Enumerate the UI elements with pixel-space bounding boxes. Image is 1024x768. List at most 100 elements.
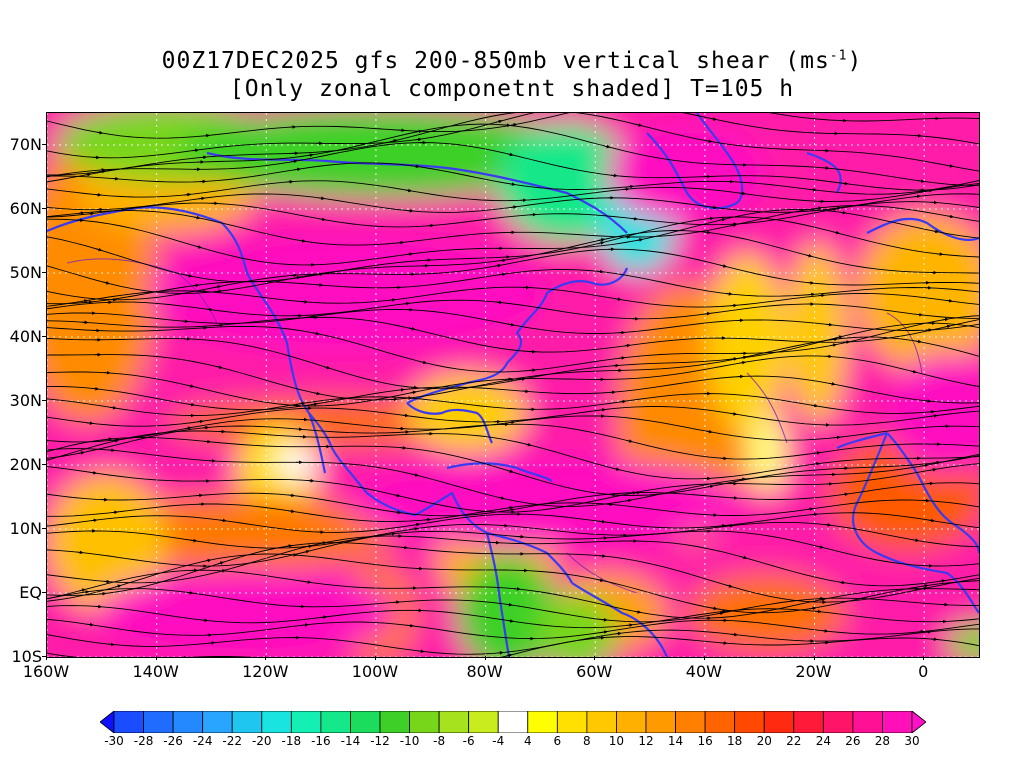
streamline-arrow (394, 510, 402, 515)
colorbar-tick-label: 8 (583, 734, 591, 748)
streamline-arrow (398, 388, 406, 392)
streamline-arrow (184, 192, 192, 197)
lon-tick-label: 120W (242, 662, 289, 681)
streamline-arrow (833, 230, 841, 235)
streamline-arrow (615, 297, 622, 301)
streamline-arrow (306, 153, 314, 157)
colorbar-swatch (852, 711, 883, 733)
streamline-arrow (826, 322, 833, 327)
streamline-arrow (634, 610, 642, 614)
streamline-arrow (719, 217, 727, 222)
streamline-arrow (390, 139, 398, 143)
streamline-arrow (86, 421, 94, 425)
colorbar-tick-label: -4 (492, 734, 505, 748)
colorbar-tick-label: 4 (523, 734, 532, 748)
streamline-arrow (704, 230, 712, 235)
streamline-arrow (946, 299, 953, 303)
colorbar-swatch (556, 711, 588, 733)
streamline-arrow (84, 172, 92, 177)
streamline-arrow (203, 133, 211, 138)
streamline-arrow (313, 331, 320, 336)
streamline-arrow (625, 498, 633, 503)
colorbar-tick-label: 22 (786, 734, 802, 748)
streamline-arrow (926, 188, 934, 193)
streamline-arrow (636, 238, 644, 242)
streamline-arrow (198, 196, 206, 201)
streamline-arrow (303, 549, 311, 554)
lat-tick (42, 528, 46, 529)
streamline-arrow (510, 205, 518, 209)
streamline-arrow (204, 439, 212, 444)
colorbar-swatch (497, 711, 529, 733)
colorbar-tick-label: -8 (433, 734, 446, 748)
colorbar-low-triangle (100, 711, 115, 733)
streamline-arrow (506, 152, 514, 157)
streamline-arrow (597, 578, 605, 582)
colorbar-swatch (675, 711, 706, 733)
streamline-arrow (717, 611, 725, 616)
colorbar-swatch (172, 711, 204, 733)
streamline-arrow (288, 509, 296, 513)
streamline-arrow (415, 137, 423, 142)
streamline-arrow (706, 429, 713, 434)
streamline-arrow (215, 289, 223, 294)
streamline-arrow (619, 399, 627, 404)
streamline-arrow (922, 463, 930, 468)
streamline-arrow (320, 615, 328, 619)
streamline-arrow (815, 206, 823, 210)
colorbar-swatch (113, 711, 144, 733)
colorbar-tick-label: -20 (251, 734, 272, 748)
streamline-arrow (304, 580, 312, 584)
lat-tick-label: 70N (9, 135, 42, 154)
colorbar-swatch (645, 711, 676, 733)
streamline (47, 216, 979, 283)
streamline-arrow (739, 477, 747, 482)
streamline-arrow (99, 591, 107, 596)
lat-tick-label: EQ (19, 583, 42, 602)
streamline-arrow (393, 493, 401, 498)
streamline-arrow (914, 194, 922, 199)
streamline-arrow (841, 492, 849, 497)
streamline-arrow (105, 437, 113, 441)
colorbar-swatch (320, 711, 351, 733)
colorbar-tick-label: 16 (697, 734, 713, 748)
streamline-arrow (90, 470, 98, 475)
lat-tick-label: 40N (9, 327, 42, 346)
colorbar-swatch (822, 711, 854, 733)
colorbar-tick-label: 18 (727, 734, 743, 748)
streamline-arrow (596, 269, 604, 274)
lon-tick-label: 80W (466, 662, 503, 681)
streamline-arrow (627, 184, 635, 189)
streamline-arrow (601, 617, 608, 622)
colorbar-tick-label: -18 (281, 734, 302, 748)
lat-tick-label: 50N (9, 263, 42, 282)
streamline-arrow (299, 239, 307, 243)
streamline-arrow (626, 439, 634, 443)
colorbar-swatch (231, 711, 263, 733)
lon-tick-label: 100W (351, 662, 399, 681)
streamline-arrow (108, 642, 115, 647)
streamline-arrow (806, 507, 814, 511)
streamline-arrow (407, 623, 415, 628)
colorbar-swatch (793, 711, 824, 733)
colorbar-tick-label: 20 (756, 734, 772, 748)
streamline-arrow (817, 545, 824, 549)
lon-tick (265, 656, 267, 660)
lat-tick-label: 10S (11, 647, 42, 666)
colorbar-swatch (734, 711, 765, 733)
streamline-arrow (217, 561, 225, 565)
lon-tick-label: 160W (22, 662, 70, 681)
streamline-arrow (495, 263, 502, 268)
streamline (47, 430, 979, 480)
streamline-arrow (406, 252, 414, 256)
streamline-arrow (725, 292, 733, 296)
streamline-arrow (185, 273, 193, 278)
streamline-arrow (78, 451, 85, 455)
streamline-arrow (497, 651, 504, 655)
streamline-arrow (401, 545, 409, 550)
streamline-arrow (631, 216, 639, 221)
lon-tick-label: 0 (918, 662, 929, 681)
streamline-arrow (397, 240, 405, 245)
streamline-arrow (936, 252, 944, 256)
streamline-arrow (308, 314, 316, 319)
